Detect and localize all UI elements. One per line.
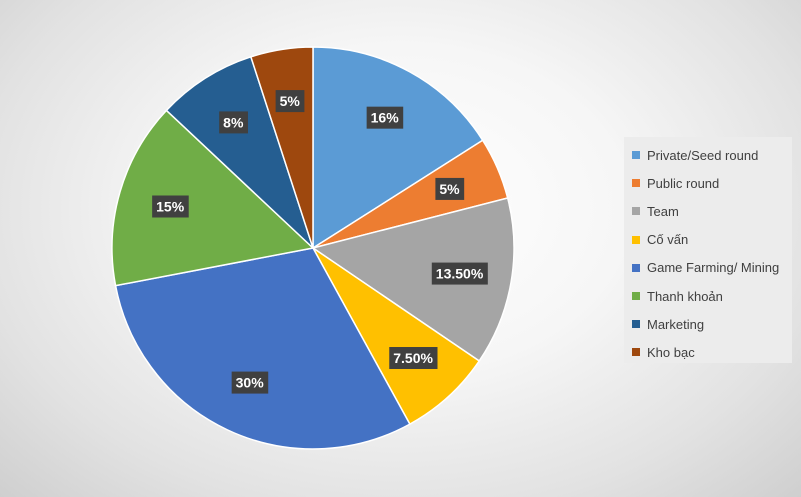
legend-label: Team: [647, 203, 679, 219]
legend-swatch: [632, 263, 640, 272]
legend-swatch: [632, 292, 640, 301]
data-label-text: 15%: [156, 199, 185, 215]
data-label-box: [219, 111, 248, 134]
pie-slice: [311, 197, 515, 363]
data-label-text: 13.50%: [436, 266, 484, 282]
data-label-box: [366, 106, 404, 129]
pie-slice: [165, 55, 314, 249]
legend-entry: Game Farming/ Mining: [624, 254, 792, 282]
data-label: 7.50%: [389, 347, 438, 370]
pie-slice: [111, 109, 315, 287]
legend-label: Kho bạc: [647, 344, 695, 360]
pie-slice: [114, 247, 411, 450]
legend-swatch: [632, 179, 640, 188]
legend-entry: Public round: [624, 169, 792, 197]
data-label-text: 7.50%: [393, 350, 433, 366]
legend-swatch: [632, 235, 640, 244]
data-label-text: 5%: [439, 181, 460, 197]
data-label: 5%: [435, 177, 465, 200]
data-label: 5%: [275, 90, 305, 113]
legend-swatch: [632, 207, 640, 216]
legend-label: Cố vấn: [647, 232, 689, 248]
pie-slice: [312, 247, 481, 426]
legend-entry: Kho bạc: [624, 338, 792, 366]
data-label-box: [152, 195, 189, 218]
legend-label: Game Farming/ Mining: [647, 260, 780, 276]
data-label: 16%: [366, 106, 404, 129]
data-label-box: [389, 347, 438, 370]
legend-label: Marketing: [647, 316, 705, 332]
legend-label: Private/Seed round: [647, 147, 759, 163]
data-label: 13.50%: [431, 262, 488, 285]
legend-entry: Thanh khoản: [624, 282, 792, 310]
legend-swatch: [632, 320, 640, 329]
legend-entry: Private/Seed round: [624, 141, 792, 169]
data-label-text: 30%: [236, 375, 265, 391]
legend-label: Public round: [647, 175, 720, 191]
data-label: 30%: [231, 371, 269, 394]
data-label-text: 5%: [280, 93, 301, 109]
legend-entry: Cố vấn: [624, 226, 792, 254]
legend: Private/Seed round Public round Team Cố vấn…: [624, 137, 792, 363]
data-label-text: 16%: [371, 110, 400, 126]
legend-label: Thanh khoản: [647, 288, 723, 304]
data-label-box: [431, 262, 488, 285]
data-label: 8%: [219, 111, 248, 134]
data-label-text: 8%: [223, 114, 244, 130]
legend-entry: Team: [624, 197, 792, 225]
legend-swatch: [632, 151, 640, 160]
data-label-box: [231, 371, 269, 394]
data-labels: 16% 5% 13.50% 7.50% 30% 15% 8% 5%: [152, 90, 488, 394]
data-label: 15%: [152, 195, 189, 218]
legend-entry: Marketing: [624, 310, 792, 338]
legend-swatch: [632, 348, 640, 357]
data-label-box: [435, 177, 465, 200]
pie-slice: [312, 46, 484, 250]
data-label-box: [275, 90, 305, 113]
